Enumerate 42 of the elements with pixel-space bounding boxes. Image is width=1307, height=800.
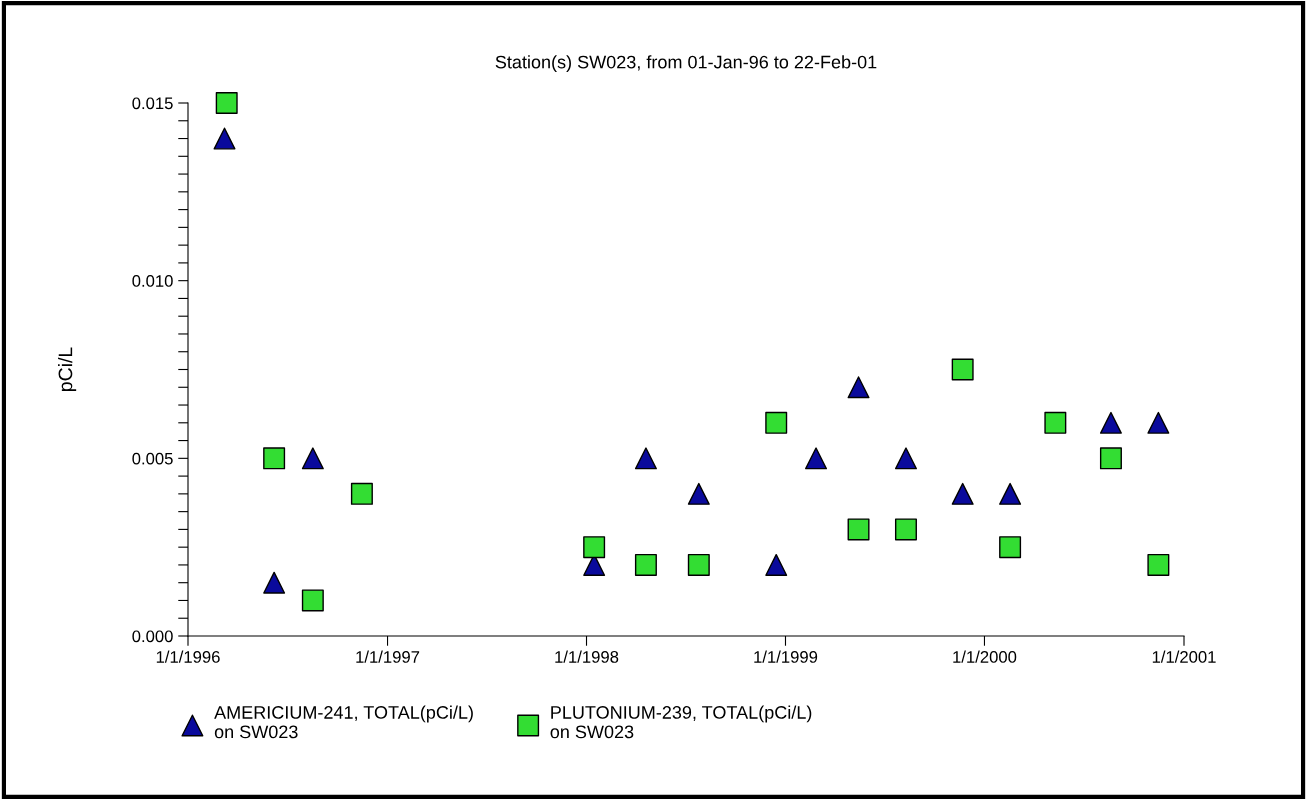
point xyxy=(634,447,657,470)
point xyxy=(301,589,324,612)
point xyxy=(847,376,870,399)
point xyxy=(350,482,373,505)
point xyxy=(634,553,657,576)
point xyxy=(1099,411,1122,434)
point xyxy=(1044,411,1067,434)
point xyxy=(1147,411,1170,434)
point xyxy=(215,92,238,114)
point xyxy=(687,482,710,505)
point xyxy=(894,518,917,541)
legend-label: PLUTONIUM-239, TOTAL(pCi/L) on SW023 xyxy=(550,705,812,739)
point xyxy=(263,447,286,470)
point xyxy=(301,447,324,470)
x-tick-label: 1/1/1996 xyxy=(156,650,220,663)
point xyxy=(894,447,917,470)
x-tick-label: 1/1/1999 xyxy=(754,650,818,663)
point xyxy=(765,553,788,576)
chart-title: Station(s) SW023, from 01-Jan-96 to 22-Feb-01 xyxy=(495,55,877,73)
point xyxy=(951,358,974,381)
point xyxy=(687,553,710,576)
y-tick-label: 0.015 xyxy=(132,97,173,110)
point xyxy=(999,536,1022,559)
point xyxy=(213,127,236,150)
y-axis-title: pCi/L xyxy=(58,347,77,391)
x-tick-label: 1/1/1998 xyxy=(555,650,619,663)
x-tick-label: 1/1/2000 xyxy=(953,650,1017,663)
point xyxy=(999,482,1022,505)
point xyxy=(805,447,828,470)
x-tick-label: 1/1/2001 xyxy=(1152,650,1216,663)
y-tick-label: 0.005 xyxy=(132,452,173,465)
point xyxy=(1099,447,1122,470)
point xyxy=(847,518,870,541)
point xyxy=(1147,553,1170,576)
legend-label: AMERICIUM-241, TOTAL(pCi/L) on SW023 xyxy=(214,705,473,739)
x-tick-label: 1/1/1997 xyxy=(356,650,420,663)
y-tick-label: 0.000 xyxy=(132,630,173,643)
y-tick-label: 0.010 xyxy=(132,275,173,287)
point xyxy=(263,571,286,594)
point xyxy=(951,482,974,505)
point xyxy=(583,536,606,559)
point xyxy=(765,411,788,434)
